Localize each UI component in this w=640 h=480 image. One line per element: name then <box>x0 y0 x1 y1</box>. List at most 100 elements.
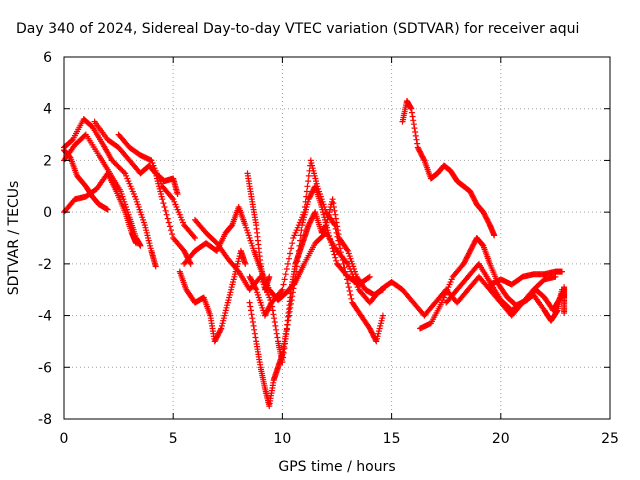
data-point-marker <box>266 273 273 280</box>
data-point-marker <box>329 245 336 252</box>
data-point-marker <box>408 109 415 116</box>
y-tick-label: 6 <box>43 50 52 66</box>
data-point-marker <box>296 242 303 249</box>
data-point-marker <box>343 259 350 266</box>
data-point-marker <box>168 227 174 234</box>
data-point-marker <box>411 125 418 132</box>
data-point-marker <box>334 223 341 230</box>
series-track <box>181 204 559 319</box>
data-point-marker <box>289 293 296 300</box>
data-point-marker <box>287 300 294 307</box>
x-tick-label: 0 <box>60 431 69 447</box>
data-point-marker <box>561 310 568 316</box>
data-point-marker <box>271 315 278 322</box>
data-point-marker <box>410 117 417 124</box>
data-point-marker <box>280 349 287 356</box>
data-point-marker <box>297 237 304 244</box>
data-point-marker <box>331 251 338 258</box>
data-point-marker <box>269 303 276 310</box>
data-point-marker <box>329 196 336 203</box>
data-point-marker <box>293 263 300 270</box>
data-point-marker <box>283 266 290 272</box>
y-tick-label: -2 <box>38 257 52 273</box>
data-point-marker <box>133 240 140 247</box>
data-point-marker <box>137 242 144 249</box>
data-points <box>61 98 568 410</box>
data-point-marker <box>331 207 338 214</box>
data-point-marker <box>379 286 386 293</box>
data-point-marker <box>248 311 255 318</box>
y-tick-label: -8 <box>38 412 52 428</box>
data-point-marker <box>169 194 176 201</box>
series-track <box>91 118 194 267</box>
y-axis-label: SDTVAR / TECUs <box>6 181 22 296</box>
data-point-marker <box>289 240 296 247</box>
data-point-marker <box>273 330 280 337</box>
data-point-marker <box>165 219 172 226</box>
data-point-marker <box>234 267 241 274</box>
data-point-marker <box>348 295 355 302</box>
x-tick-label: 25 <box>601 431 619 447</box>
data-point-marker <box>297 232 304 239</box>
series-track <box>486 268 565 288</box>
data-point-marker <box>366 273 373 280</box>
x-tick-label: 20 <box>492 431 510 447</box>
data-point-marker <box>164 215 171 222</box>
data-point-marker <box>332 254 339 261</box>
data-point-marker <box>286 255 292 262</box>
data-point-marker <box>346 288 353 294</box>
data-point-marker <box>295 253 302 260</box>
data-point-marker <box>161 204 168 210</box>
data-point-marker <box>344 246 350 253</box>
data-point-marker <box>413 136 420 143</box>
data-point-marker <box>283 331 290 338</box>
x-tick-label: 5 <box>169 431 178 447</box>
series-track <box>176 247 249 345</box>
series-track <box>246 183 373 366</box>
data-point-marker <box>163 211 170 218</box>
data-point-marker <box>159 196 166 203</box>
chart-title: Day 340 of 2024, Sidereal Day-to-day VTE… <box>16 21 579 37</box>
data-point-marker <box>365 274 372 281</box>
data-point-marker <box>166 223 173 230</box>
data-point-marker <box>160 200 167 207</box>
data-point-marker <box>344 280 351 287</box>
data-point-marker <box>327 239 334 246</box>
data-point-marker <box>288 245 295 252</box>
series-track <box>61 116 159 270</box>
data-point-marker <box>345 284 352 291</box>
series-track <box>561 284 568 316</box>
data-point-marker <box>174 191 181 197</box>
y-axis-ticks: -8 -6 -4 -2 0 2 4 6 <box>38 50 610 428</box>
data-point-marker <box>330 248 337 255</box>
data-point-marker <box>282 271 289 278</box>
x-axis-label: GPS time / hours <box>278 459 395 475</box>
data-point-marker <box>251 326 258 333</box>
data-point-marker <box>330 204 337 210</box>
data-point-marker <box>120 169 127 176</box>
series-track <box>246 196 386 410</box>
data-point-marker <box>280 281 287 288</box>
y-tick-label: -4 <box>38 309 52 325</box>
data-point-marker <box>284 321 291 328</box>
data-point-marker <box>559 268 565 275</box>
data-point-marker <box>292 273 299 280</box>
data-point-marker <box>252 285 259 292</box>
data-point-marker <box>169 231 176 238</box>
data-point-marker <box>420 156 427 163</box>
data-point-marker <box>247 303 254 310</box>
data-point-marker <box>491 232 498 239</box>
data-point-marker <box>281 276 288 283</box>
data-point-marker <box>305 178 312 185</box>
x-tick-label: 15 <box>383 431 401 447</box>
data-point-marker <box>327 236 333 242</box>
data-point-marker <box>412 132 419 139</box>
data-point-marker <box>553 308 560 315</box>
data-point-marker <box>270 311 277 318</box>
data-point-marker <box>333 257 340 264</box>
series-track <box>152 170 181 197</box>
data-point-marker <box>272 322 279 329</box>
data-point-marker <box>347 291 354 298</box>
data-point-marker <box>282 340 288 347</box>
